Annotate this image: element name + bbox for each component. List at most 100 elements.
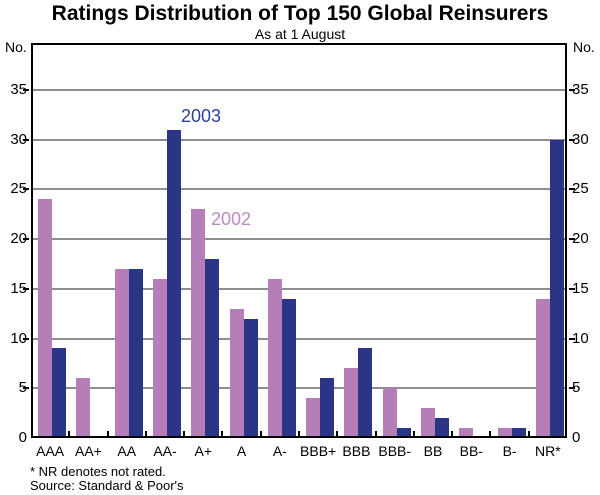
y-tick-label-right-5: 5 — [572, 379, 581, 397]
bar-2002-NR* — [535, 299, 550, 438]
x-tick-label-BBB-: BBB- — [378, 443, 412, 459]
y-tick-label-left-5: 5 — [0, 379, 27, 397]
bar-2003-A — [243, 319, 258, 438]
x-axis-tick — [336, 431, 339, 438]
y-axis-unit-left: No. — [5, 39, 27, 55]
y-tick-label-right-0: 0 — [572, 429, 581, 446]
gridline-25 — [31, 188, 567, 191]
y-axis-tick-right-25 — [569, 188, 575, 191]
y-tick-label-right-35: 35 — [572, 80, 589, 98]
x-tick-label-A: A — [236, 443, 247, 459]
y-tick-label-right-10: 10 — [572, 329, 589, 347]
y-tick-label-left-15: 15 — [10, 279, 27, 297]
bar-2003-AA- — [167, 130, 181, 438]
bar-2003-BBB — [358, 348, 373, 438]
bar-2003-AAA — [52, 348, 67, 438]
bar-2002-BBB- — [382, 388, 397, 438]
series-label-2002: 2002 — [211, 209, 252, 229]
bar-2003-B- — [511, 428, 526, 438]
bar-2002-A- — [267, 279, 282, 438]
bar-2003-A- — [281, 299, 296, 438]
bar-2003-AA — [128, 269, 143, 438]
y-tick-label-left-35: 35 — [10, 80, 27, 98]
x-axis-tick — [144, 431, 147, 438]
bar-2003-A+ — [205, 259, 220, 438]
y-tick-label-left-25: 25 — [10, 180, 27, 198]
series-label-2003: 2003 — [180, 106, 222, 126]
x-axis-tick — [451, 431, 454, 438]
y-axis-tick-left-10 — [23, 337, 29, 340]
x-axis-tick — [298, 431, 300, 438]
footnote-source: Source: Standard & Poor's — [30, 478, 184, 493]
plot-area — [23, 43, 575, 438]
y-tick-label-right-30: 30 — [572, 130, 589, 148]
y-axis-tick-right-5 — [569, 387, 575, 390]
y-axis-tick-right-35 — [569, 88, 575, 91]
bar-2003-BBB- — [396, 428, 411, 438]
x-tick-label-NR*: NR* — [535, 443, 561, 459]
y-tick-label-left-20: 20 — [10, 230, 27, 247]
x-axis-tick — [412, 431, 415, 438]
x-tick-label-BBB: BBB — [342, 443, 371, 459]
x-tick-label-AAA: AAA — [36, 443, 65, 459]
bar-2002-BB — [421, 408, 435, 438]
bar-2002-AA+ — [76, 378, 91, 438]
gridline-10 — [31, 337, 567, 340]
bar-2003-BBB+ — [320, 378, 335, 438]
y-tick-label-right-25: 25 — [572, 180, 589, 198]
x-tick-label-A-: A- — [272, 443, 287, 459]
x-tick-label-AA+: AA+ — [74, 443, 102, 459]
y-tick-label-right-20: 20 — [572, 230, 589, 247]
bar-2002-A+ — [191, 209, 206, 438]
x-tick-label-AA-: AA- — [153, 443, 177, 459]
gridline-35 — [31, 88, 567, 91]
x-tick-label-BBB+: BBB+ — [300, 443, 337, 459]
y-tick-label-left-0: 0 — [18, 429, 27, 446]
y-axis-tick-left-20 — [23, 238, 29, 240]
y-axis-tick-right-15 — [569, 287, 575, 290]
chart-subtitle: As at 1 August — [254, 26, 346, 42]
bar-2003-BB — [435, 418, 449, 438]
x-axis-tick — [374, 431, 377, 438]
y-axis-tick-right-10 — [569, 337, 575, 340]
x-tick-label-AA: AA — [117, 443, 137, 459]
y-axis-unit-right: No. — [573, 39, 595, 55]
y-axis-tick-left-25 — [23, 188, 29, 191]
x-axis-tick-labels: AAA AA+ AA AA- A+ A A- BBB+ BBB BBB- BB BB- B- NR* — [31, 443, 567, 459]
bar-2002-AA- — [153, 279, 167, 438]
x-axis-tick — [68, 431, 71, 438]
x-axis-tick — [221, 431, 224, 438]
x-axis-tick — [106, 431, 109, 438]
y-axis-tick-left-5 — [23, 387, 29, 390]
gridline-5 — [31, 387, 567, 390]
bar-2002-BBB+ — [306, 398, 321, 438]
bar-2003-NR* — [549, 140, 564, 438]
footnote-nr: * NR denotes not rated. — [30, 464, 166, 479]
y-axis-tick-left-30 — [23, 138, 29, 141]
x-axis-tick — [183, 431, 186, 438]
bar-2002-BB- — [459, 428, 474, 438]
x-axis-tick — [527, 431, 530, 438]
x-axis-tick — [259, 431, 262, 438]
x-axis-tick — [489, 431, 492, 438]
x-tick-label-B-: B- — [502, 443, 517, 459]
x-tick-label-BB: BB — [423, 443, 443, 459]
bar-2002-AA — [114, 269, 129, 438]
y-tick-label-right-15: 15 — [572, 279, 589, 297]
y-axis-tick-right-20 — [569, 238, 575, 240]
y-axis-tick-right-30 — [569, 138, 575, 141]
bar-2002-A — [229, 309, 244, 438]
bar-2002-AAA — [38, 199, 53, 438]
x-tick-label-BB-: BB- — [459, 443, 483, 459]
chart-title: Ratings Distribution of Top 150 Global R… — [51, 2, 549, 25]
y-tick-label-left-10: 10 — [10, 329, 27, 347]
bar-2002-BBB — [344, 368, 359, 438]
gridline-15 — [31, 287, 567, 290]
gridline-30 — [31, 138, 567, 141]
y-tick-label-left-30: 30 — [10, 130, 27, 148]
gridline-20 — [31, 238, 567, 240]
y-axis-tick-left-35 — [23, 88, 29, 91]
bar-2002-B- — [497, 428, 512, 438]
x-tick-label-A+: A+ — [194, 443, 213, 459]
